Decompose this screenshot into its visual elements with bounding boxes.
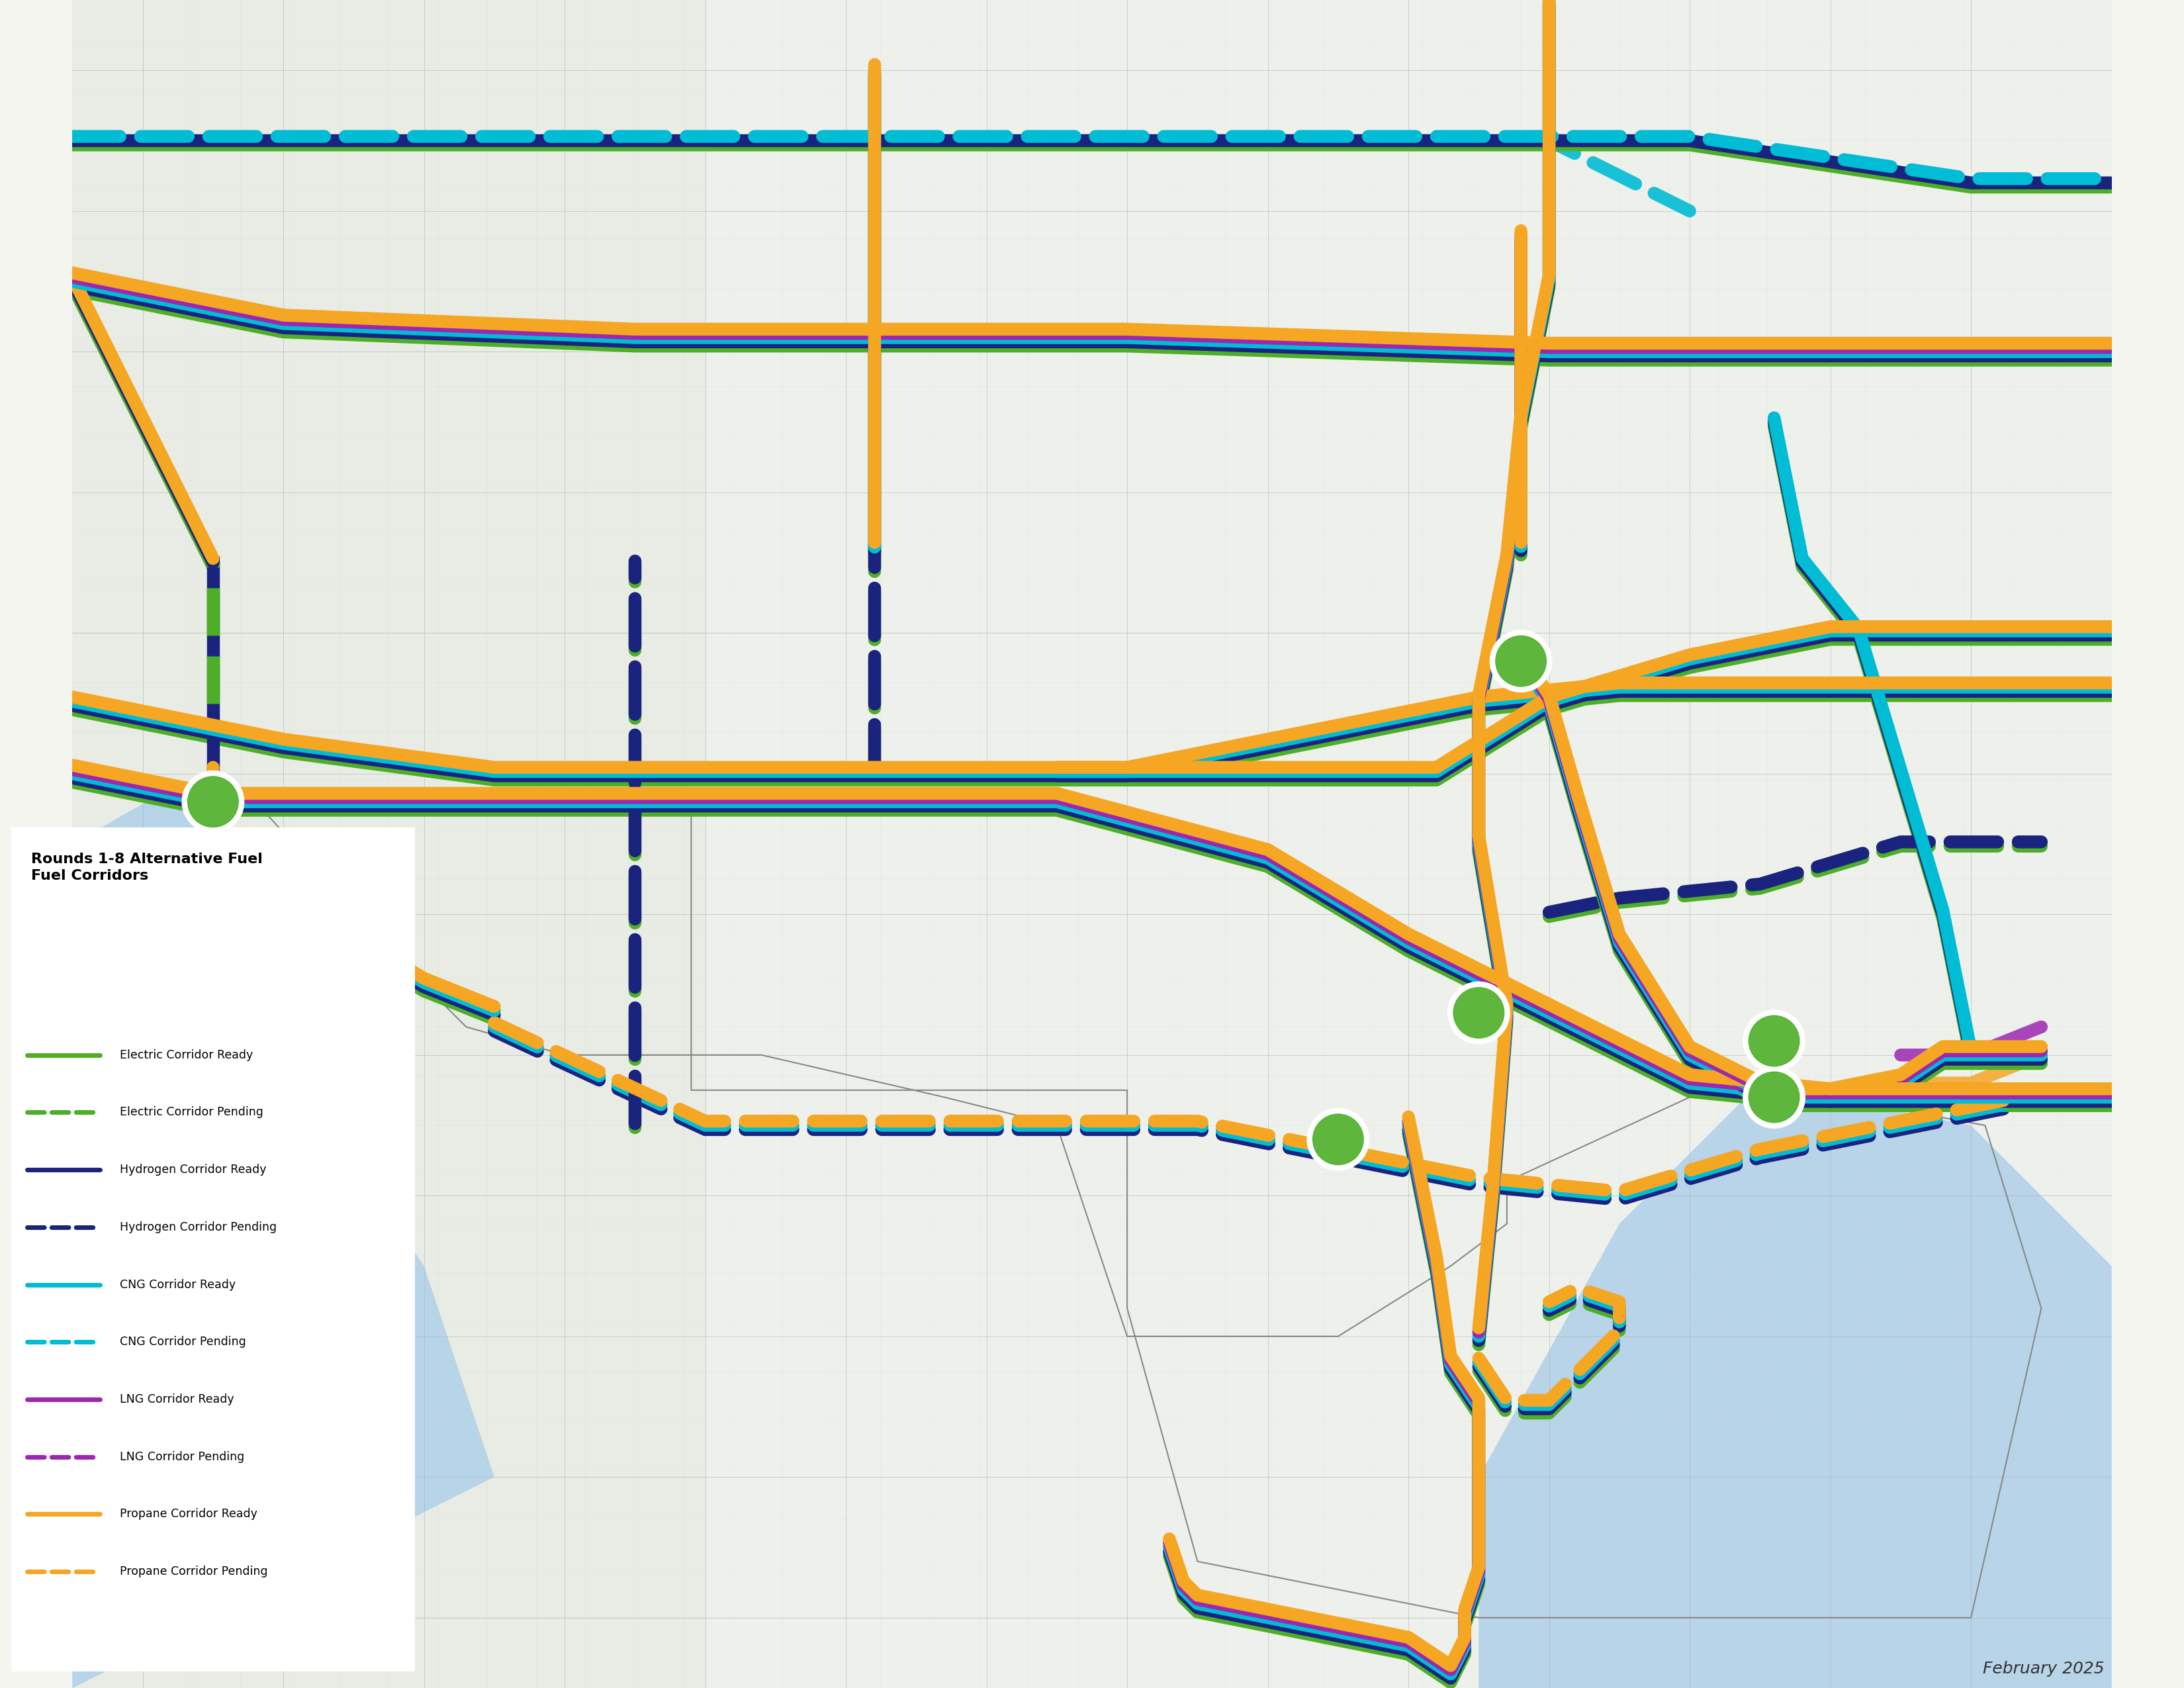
Text: Electric Corridor Ready: Electric Corridor Ready	[120, 1048, 253, 1062]
Text: February 2025: February 2025	[1983, 1661, 2105, 1676]
Circle shape	[1313, 1114, 1363, 1165]
Circle shape	[1749, 1072, 1800, 1123]
Circle shape	[1749, 1016, 1800, 1067]
Circle shape	[1489, 630, 1553, 692]
Circle shape	[1308, 1109, 1369, 1170]
Text: Rounds 1-8 Alternative Fuel
Fuel Corridors: Rounds 1-8 Alternative Fuel Fuel Corrido…	[31, 852, 262, 883]
Circle shape	[1743, 1009, 1804, 1072]
Text: Propane Corridor Pending: Propane Corridor Pending	[120, 1565, 269, 1578]
Text: Propane Corridor Ready: Propane Corridor Ready	[120, 1507, 258, 1521]
Circle shape	[1452, 987, 1505, 1038]
Polygon shape	[72, 0, 2112, 1688]
Text: CNG Corridor Pending: CNG Corridor Pending	[120, 1335, 247, 1349]
Text: Hydrogen Corridor Pending: Hydrogen Corridor Pending	[120, 1220, 277, 1234]
Text: LNG Corridor Pending: LNG Corridor Pending	[120, 1450, 245, 1463]
Circle shape	[1496, 636, 1546, 687]
Circle shape	[188, 776, 238, 827]
Circle shape	[1448, 982, 1509, 1043]
Polygon shape	[72, 0, 705, 1688]
Circle shape	[1743, 1067, 1804, 1128]
Polygon shape	[1479, 1084, 2112, 1688]
Text: Hydrogen Corridor Ready: Hydrogen Corridor Ready	[120, 1163, 266, 1177]
Circle shape	[181, 771, 245, 832]
Polygon shape	[72, 788, 494, 1688]
Text: LNG Corridor Ready: LNG Corridor Ready	[120, 1393, 234, 1406]
Text: CNG Corridor Ready: CNG Corridor Ready	[120, 1278, 236, 1291]
Text: Electric Corridor Pending: Electric Corridor Pending	[120, 1106, 264, 1119]
